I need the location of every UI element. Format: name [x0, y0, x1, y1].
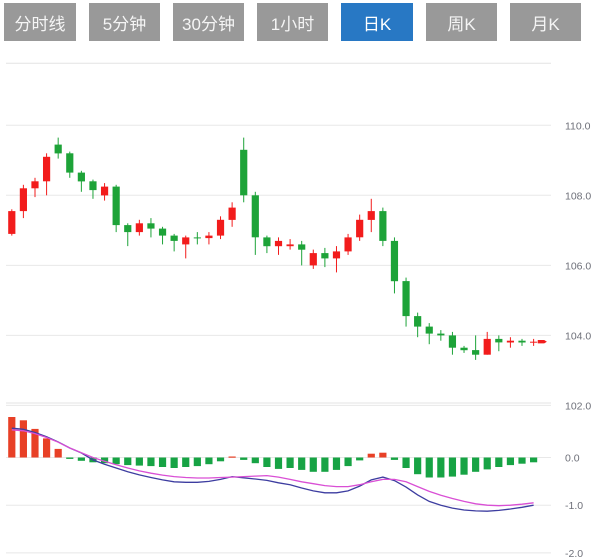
svg-text:104.0: 104.0 [565, 330, 591, 342]
svg-text:-2.0: -2.0 [565, 548, 583, 557]
svg-text:-1.0: -1.0 [565, 500, 583, 512]
svg-text:108.0: 108.0 [565, 190, 591, 202]
svg-text:0.0: 0.0 [565, 453, 580, 465]
svg-text:102.0: 102.0 [565, 400, 591, 412]
svg-text:106.0: 106.0 [565, 260, 591, 272]
svg-text:110.0: 110.0 [565, 120, 591, 132]
